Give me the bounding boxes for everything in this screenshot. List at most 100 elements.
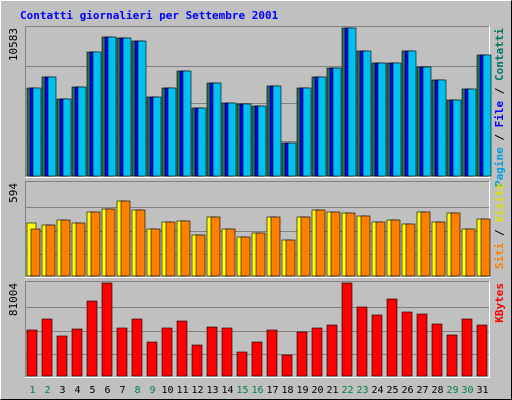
- bar-kbytes-kbytes-day-1: [26, 329, 38, 377]
- bar-visits-siti-day-6: [105, 208, 116, 277]
- bar-traffic-pagine-day-29: [452, 99, 462, 177]
- bar-kbytes-kbytes-day-10: [161, 327, 173, 377]
- bar-visits-siti-day-30: [465, 228, 476, 277]
- bar-visits-siti-day-22: [345, 212, 356, 277]
- x-tick-label-day-24: 24: [371, 385, 383, 396]
- bar-visits-siti-day-14: [225, 228, 236, 277]
- bar-visits-siti-day-19: [300, 216, 311, 277]
- bar-visits-siti-day-27: [420, 211, 431, 277]
- bar-kbytes-kbytes-day-4: [71, 328, 83, 377]
- bar-kbytes-kbytes-day-5: [86, 300, 98, 377]
- legend-entry-0: Pagine: [493, 147, 506, 187]
- bar-traffic-pagine-day-27: [422, 66, 432, 177]
- panel-visits-legend: Siti / Visite: [493, 183, 506, 269]
- bar-kbytes-kbytes-day-27: [416, 313, 428, 377]
- bar-traffic-pagine-day-18: [287, 142, 297, 177]
- x-tick-label-day-11: 11: [176, 385, 188, 396]
- bar-kbytes-kbytes-day-26: [401, 311, 413, 377]
- x-tick-label-day-6: 6: [104, 385, 110, 396]
- bar-kbytes-kbytes-day-24: [371, 314, 383, 377]
- bar-traffic-pagine-day-9: [152, 96, 162, 177]
- x-tick-label-day-20: 20: [311, 385, 323, 396]
- bar-kbytes-kbytes-day-13: [206, 326, 218, 377]
- bar-visits-siti-day-12: [195, 234, 206, 277]
- bar-visits-siti-day-7: [120, 200, 131, 277]
- bar-visits-siti-day-26: [405, 223, 416, 277]
- bar-kbytes-kbytes-day-14: [221, 327, 233, 377]
- bar-visits-siti-day-16: [255, 232, 266, 277]
- bar-visits-siti-day-18: [285, 239, 296, 277]
- bar-traffic-pagine-day-3: [62, 98, 72, 177]
- x-tick-label-day-10: 10: [161, 385, 173, 396]
- legend-entry-0: KBytes: [493, 283, 506, 323]
- bar-kbytes-kbytes-day-6: [101, 282, 113, 377]
- bar-traffic-pagine-day-1: [32, 87, 42, 177]
- legend-entry-1: /: [493, 223, 506, 243]
- bar-traffic-pagine-day-16: [257, 105, 267, 177]
- legend-entry-4: Contatti: [493, 28, 506, 81]
- x-tick-label-day-17: 17: [266, 385, 278, 396]
- x-tick-label-day-23: 23: [356, 385, 368, 396]
- bar-kbytes-kbytes-day-3: [56, 335, 68, 377]
- bar-kbytes-kbytes-day-15: [236, 351, 248, 377]
- bar-traffic-pagine-day-22: [347, 27, 357, 177]
- bar-kbytes-kbytes-day-18: [281, 354, 293, 377]
- x-tick-label-day-19: 19: [296, 385, 308, 396]
- bar-traffic-pagine-day-15: [242, 103, 252, 177]
- bar-traffic-pagine-day-5: [92, 51, 102, 177]
- legend-entry-2: File: [493, 100, 506, 127]
- panel-traffic-max-label: 10583: [7, 28, 20, 61]
- bar-traffic-pagine-day-25: [392, 62, 402, 177]
- bar-visits-siti-day-1: [30, 228, 41, 277]
- bar-visits-siti-day-2: [45, 224, 56, 277]
- bar-kbytes-kbytes-day-19: [296, 331, 308, 377]
- bar-visits-siti-day-17: [270, 216, 281, 277]
- x-tick-label-day-5: 5: [89, 385, 95, 396]
- bar-kbytes-kbytes-day-25: [386, 298, 398, 377]
- bar-kbytes-kbytes-day-9: [146, 341, 158, 377]
- x-tick-label-day-27: 27: [416, 385, 428, 396]
- bar-kbytes-kbytes-day-29: [446, 334, 458, 377]
- x-tick-label-day-8: 8: [134, 385, 140, 396]
- bar-traffic-pagine-day-28: [437, 79, 447, 177]
- bar-traffic-pagine-day-4: [77, 86, 87, 177]
- x-tick-label-day-3: 3: [59, 385, 65, 396]
- bar-kbytes-kbytes-day-30: [461, 318, 473, 377]
- x-tick-label-day-9: 9: [149, 385, 155, 396]
- bar-traffic-pagine-day-23: [362, 50, 372, 177]
- bar-traffic-pagine-day-26: [407, 50, 417, 177]
- panel-visits-max-label: 594: [7, 183, 20, 203]
- legend-entry-0: Siti: [493, 242, 506, 269]
- legend-entry-3: /: [493, 81, 506, 101]
- x-tick-label-day-2: 2: [44, 385, 50, 396]
- bar-visits-siti-day-9: [150, 228, 161, 277]
- bar-kbytes-kbytes-day-12: [191, 344, 203, 377]
- bar-visits-siti-day-31: [480, 218, 491, 277]
- bar-kbytes-kbytes-day-20: [311, 327, 323, 377]
- x-tick-label-day-13: 13: [206, 385, 218, 396]
- x-tick-label-day-21: 21: [326, 385, 338, 396]
- x-tick-label-day-22: 22: [341, 385, 353, 396]
- bar-traffic-pagine-day-24: [377, 62, 387, 177]
- bar-kbytes-kbytes-day-8: [131, 318, 143, 377]
- bar-visits-siti-day-3: [60, 219, 71, 277]
- x-tick-label-day-30: 30: [461, 385, 473, 396]
- x-tick-label-day-25: 25: [386, 385, 398, 396]
- x-tick-label-day-7: 7: [119, 385, 125, 396]
- bar-visits-siti-day-25: [390, 219, 401, 277]
- bar-kbytes-kbytes-day-22: [341, 282, 353, 377]
- x-tick-label-day-16: 16: [251, 385, 263, 396]
- bar-kbytes-kbytes-day-17: [266, 329, 278, 377]
- x-tick-label-day-31: 31: [476, 385, 488, 396]
- bar-visits-siti-day-10: [165, 221, 176, 277]
- bar-traffic-pagine-day-13: [212, 82, 222, 177]
- bar-kbytes-kbytes-day-23: [356, 306, 368, 377]
- bar-visits-siti-day-5: [90, 211, 101, 277]
- chart-title: Contatti giornalieri per Settembre 2001: [20, 9, 279, 22]
- panel-traffic-legend: Pagine / File / Contatti: [493, 28, 506, 187]
- bar-traffic-pagine-day-8: [137, 40, 147, 177]
- bar-kbytes-kbytes-day-28: [431, 323, 443, 377]
- bar-traffic-pagine-day-6: [107, 36, 117, 177]
